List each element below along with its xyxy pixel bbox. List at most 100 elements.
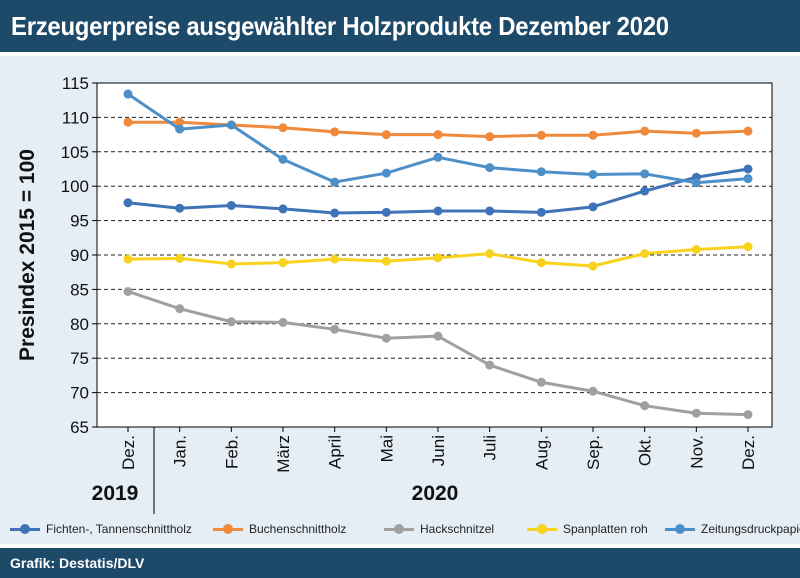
legend-swatch bbox=[527, 523, 557, 535]
y-tick-label: 70 bbox=[70, 384, 89, 403]
title-bar: Erzeugerpreise ausgewählter Holzprodukte… bbox=[0, 0, 800, 52]
data-point bbox=[381, 256, 391, 266]
data-point bbox=[123, 286, 133, 296]
data-point bbox=[691, 178, 701, 188]
y-tick-label: 95 bbox=[70, 212, 89, 231]
data-point bbox=[278, 204, 288, 214]
data-point bbox=[226, 317, 236, 327]
y-tick-label: 90 bbox=[70, 246, 89, 265]
legend-label: Fichten-, Tannenschnittholz bbox=[46, 522, 192, 536]
legend-label: Buchenschnittholz bbox=[249, 522, 347, 536]
y-tick-label: 65 bbox=[70, 418, 89, 437]
x-tick-label: Dez. bbox=[739, 435, 758, 470]
data-point bbox=[691, 128, 701, 138]
legend-label: Spanplatten roh bbox=[563, 522, 648, 536]
year-label-2019: 2019 bbox=[92, 482, 139, 505]
data-point bbox=[330, 127, 340, 137]
legend-swatch bbox=[213, 523, 243, 535]
x-tick-label: Sep. bbox=[584, 435, 603, 470]
data-point bbox=[381, 130, 391, 140]
legend-item: Zeitungsdruckpapier bbox=[665, 522, 800, 536]
data-point bbox=[588, 130, 598, 140]
data-point bbox=[640, 401, 650, 411]
data-point bbox=[485, 360, 495, 370]
data-point bbox=[123, 89, 133, 99]
data-point bbox=[640, 169, 650, 179]
data-point bbox=[123, 117, 133, 127]
data-point bbox=[433, 206, 443, 216]
x-tick-label: Juli bbox=[481, 435, 500, 461]
legend-item: Hackschnitzel bbox=[384, 522, 494, 536]
y-axis-label: Presindex 2015 = 100 bbox=[16, 149, 39, 361]
data-point bbox=[743, 242, 753, 252]
y-tick-label: 80 bbox=[70, 315, 89, 334]
legend: Fichten-, Tannenschnittholz Buchenschnitt… bbox=[0, 514, 800, 544]
data-point bbox=[330, 177, 340, 187]
x-tick-label: Mai bbox=[377, 435, 396, 462]
legend-swatch bbox=[384, 523, 414, 535]
data-point bbox=[691, 244, 701, 254]
data-point bbox=[226, 259, 236, 269]
data-point bbox=[640, 186, 650, 196]
data-point bbox=[691, 408, 701, 418]
data-point bbox=[743, 164, 753, 174]
x-tick-label: Okt. bbox=[636, 435, 655, 466]
data-point bbox=[226, 120, 236, 130]
data-point bbox=[485, 132, 495, 142]
y-tick-label: 105 bbox=[61, 143, 89, 162]
legend-item: Spanplatten roh bbox=[527, 522, 648, 536]
data-point bbox=[330, 324, 340, 334]
legend-label: Hackschnitzel bbox=[420, 522, 495, 536]
line-chart: 65 70 75 80 85 90 95 100 105 110 115 Presindex 2015… bbox=[16, 74, 773, 514]
data-point bbox=[485, 249, 495, 259]
y-tick-label: 75 bbox=[70, 349, 89, 368]
data-point bbox=[588, 170, 598, 180]
data-point bbox=[433, 130, 443, 140]
data-point bbox=[278, 258, 288, 268]
data-point bbox=[743, 126, 753, 136]
data-point bbox=[175, 304, 185, 314]
data-point bbox=[433, 253, 443, 263]
x-tick-label: Feb. bbox=[222, 435, 241, 469]
year-label-2020: 2020 bbox=[412, 482, 459, 505]
data-point bbox=[226, 200, 236, 210]
data-point bbox=[433, 152, 443, 162]
data-point bbox=[381, 333, 391, 343]
data-point bbox=[640, 249, 650, 259]
data-point bbox=[743, 410, 753, 420]
x-tick-label: Juni bbox=[429, 435, 448, 466]
data-point bbox=[330, 254, 340, 264]
x-tick-label: Aug. bbox=[532, 435, 551, 470]
x-tick-label: April bbox=[326, 435, 345, 469]
data-point bbox=[123, 198, 133, 208]
data-point bbox=[640, 126, 650, 136]
data-point bbox=[175, 203, 185, 213]
chart-title: Erzeugerpreise ausgewählter Holzprodukte… bbox=[11, 10, 669, 41]
data-point bbox=[175, 253, 185, 263]
y-tick-label: 115 bbox=[62, 74, 89, 93]
legend-label: Zeitungsdruckpapier bbox=[701, 522, 800, 536]
data-point bbox=[278, 317, 288, 327]
data-point bbox=[278, 154, 288, 164]
data-point bbox=[485, 163, 495, 173]
data-point bbox=[536, 258, 546, 268]
data-point bbox=[588, 261, 598, 271]
data-point bbox=[381, 168, 391, 178]
y-tick-label: 100 bbox=[61, 177, 89, 196]
x-tick-label: Jan. bbox=[171, 435, 190, 467]
source-label: Grafik: Destatis/DLV bbox=[10, 555, 145, 571]
x-tick-label: Nov. bbox=[687, 435, 706, 469]
data-point bbox=[536, 377, 546, 387]
y-tick-label: 110 bbox=[62, 108, 89, 127]
data-point bbox=[123, 254, 133, 264]
legend-item: Buchenschnittholz bbox=[213, 522, 346, 536]
data-point bbox=[588, 386, 598, 396]
data-point bbox=[175, 117, 185, 127]
data-point bbox=[330, 208, 340, 218]
y-tick-label: 85 bbox=[70, 280, 89, 299]
data-point bbox=[175, 124, 185, 134]
data-point bbox=[536, 130, 546, 140]
legend-swatch bbox=[665, 523, 695, 535]
data-point bbox=[381, 207, 391, 217]
data-point bbox=[536, 207, 546, 217]
